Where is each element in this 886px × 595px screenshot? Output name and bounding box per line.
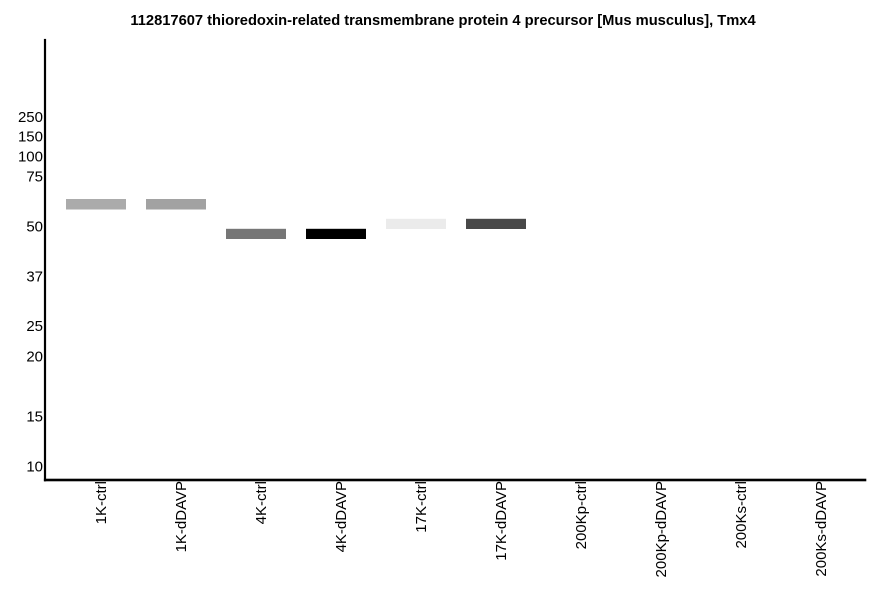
svg-text:4K-dDAVP: 4K-dDAVP: [333, 481, 350, 552]
svg-text:112817607 thioredoxin-related: 112817607 thioredoxin-related transmembr…: [130, 13, 756, 29]
svg-text:37: 37: [26, 269, 43, 286]
svg-text:200Kp-ctrl: 200Kp-ctrl: [573, 481, 590, 549]
svg-text:17K-dDAVP: 17K-dDAVP: [493, 481, 510, 561]
svg-text:20: 20: [26, 349, 43, 366]
svg-text:15: 15: [26, 409, 43, 426]
svg-text:200Kp-dDAVP: 200Kp-dDAVP: [653, 481, 670, 577]
svg-text:1K-dDAVP: 1K-dDAVP: [173, 481, 190, 552]
svg-text:100: 100: [18, 149, 43, 166]
svg-text:17K-ctrl: 17K-ctrl: [413, 481, 430, 533]
svg-text:4K-ctrl: 4K-ctrl: [253, 481, 270, 524]
svg-text:200Ks-ctrl: 200Ks-ctrl: [733, 481, 750, 549]
svg-text:1K-ctrl: 1K-ctrl: [93, 481, 110, 524]
svg-text:50: 50: [26, 219, 43, 236]
svg-text:200Ks-dDAVP: 200Ks-dDAVP: [813, 481, 830, 577]
svg-text:250: 250: [18, 109, 43, 126]
svg-text:10: 10: [26, 459, 43, 476]
svg-text:75: 75: [26, 169, 43, 186]
svg-text:25: 25: [26, 318, 43, 335]
svg-text:150: 150: [18, 129, 43, 146]
